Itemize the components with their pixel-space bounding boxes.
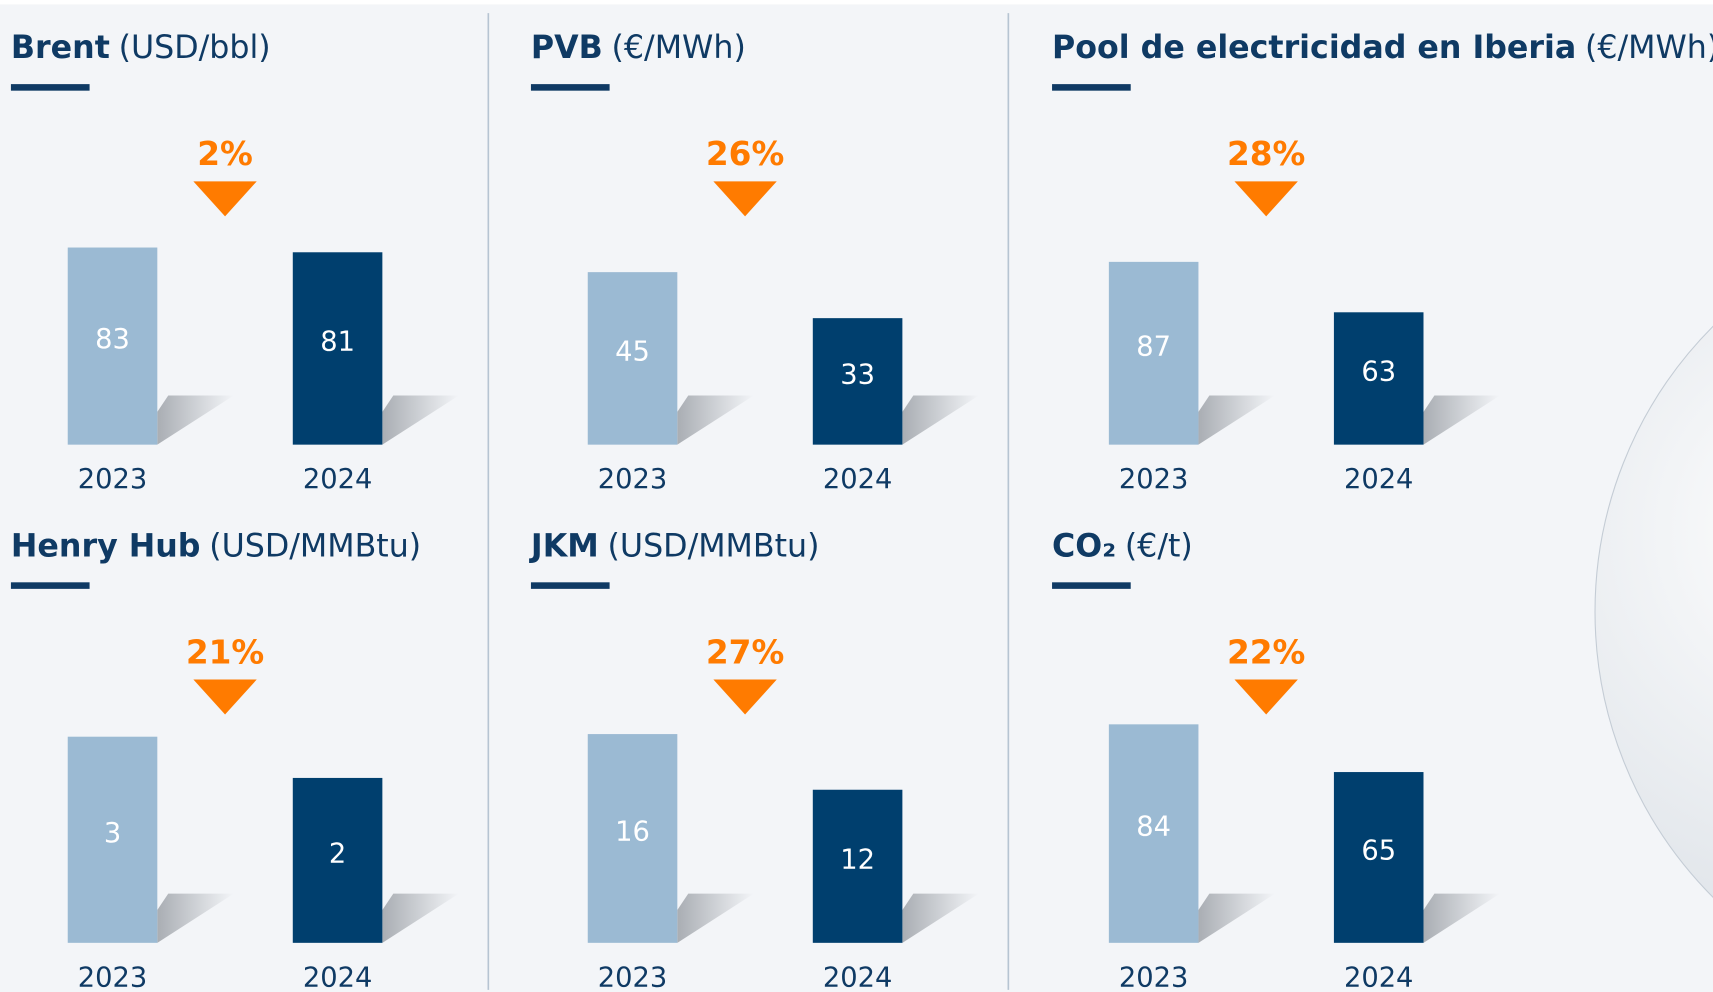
title-name: Pool de electricidad en Iberia xyxy=(1052,30,1576,66)
bar-value-label: 2 xyxy=(329,838,346,869)
page: {"chart_data": [ {"type": "bar", "title"… xyxy=(0,0,1713,992)
year-label: 2024 xyxy=(823,962,892,992)
title-name: PVB xyxy=(531,30,603,66)
change-label: 2% xyxy=(197,135,253,173)
year-label: 2023 xyxy=(78,962,147,992)
panel-title: Henry Hub(USD/MMBtu) xyxy=(11,528,421,564)
year-label: 2024 xyxy=(823,464,892,495)
bar-value-label: 87 xyxy=(1136,331,1171,362)
panel-title: JKM(USD/MMBtu) xyxy=(529,528,820,564)
bar-value-label: 63 xyxy=(1361,357,1396,388)
year-label: 2023 xyxy=(598,464,667,495)
year-label: 2023 xyxy=(78,464,147,495)
change-label: 28% xyxy=(1227,135,1305,173)
top-strip xyxy=(0,0,1713,4)
title-unit: (€/t) xyxy=(1125,528,1193,564)
title-name: CO₂ xyxy=(1052,528,1116,564)
bar-value-label: 33 xyxy=(840,359,875,390)
change-label: 22% xyxy=(1227,633,1305,671)
bar-value-label: 12 xyxy=(840,844,875,875)
bar-value-label: 83 xyxy=(95,324,130,355)
infographic: Brent(USD/bbl)2%832023812024PVB(€/MWh)26… xyxy=(0,0,1713,992)
title-name: JKM xyxy=(529,528,599,564)
title-underline xyxy=(11,582,90,589)
panel-title: Pool de electricidad en Iberia(€/MWh) xyxy=(1052,30,1713,66)
year-label: 2024 xyxy=(303,962,372,992)
title-name: Henry Hub xyxy=(11,528,201,564)
year-label: 2024 xyxy=(1344,962,1413,992)
bar-value-label: 84 xyxy=(1136,812,1171,843)
bar-value-label: 3 xyxy=(104,818,121,849)
panel-title: Brent(USD/bbl) xyxy=(11,30,271,66)
bar-value-label: 65 xyxy=(1361,835,1396,866)
title-unit: (€/MWh) xyxy=(1585,30,1713,66)
year-label: 2023 xyxy=(598,962,667,992)
change-label: 26% xyxy=(706,135,784,173)
year-label: 2023 xyxy=(1119,962,1188,992)
bar-value-label: 45 xyxy=(615,336,650,367)
title-underline xyxy=(531,582,610,589)
title-unit: (€/MWh) xyxy=(612,30,746,66)
title-unit: (USD/MMBtu) xyxy=(608,528,820,564)
change-label: 27% xyxy=(706,633,784,671)
title-underline xyxy=(11,84,90,91)
title-unit: (USD/MMBtu) xyxy=(209,528,421,564)
year-label: 2023 xyxy=(1119,464,1188,495)
title-underline xyxy=(1052,582,1131,589)
title-unit: (USD/bbl) xyxy=(119,30,271,66)
panel-title: PVB(€/MWh) xyxy=(531,30,746,66)
bar-value-label: 16 xyxy=(615,816,650,847)
bar-value-label: 81 xyxy=(320,327,355,358)
title-underline xyxy=(1052,84,1131,91)
change-label: 21% xyxy=(186,633,264,671)
title-name: Brent xyxy=(11,30,110,66)
year-label: 2024 xyxy=(303,464,372,495)
year-label: 2024 xyxy=(1344,464,1413,495)
title-underline xyxy=(531,84,610,91)
